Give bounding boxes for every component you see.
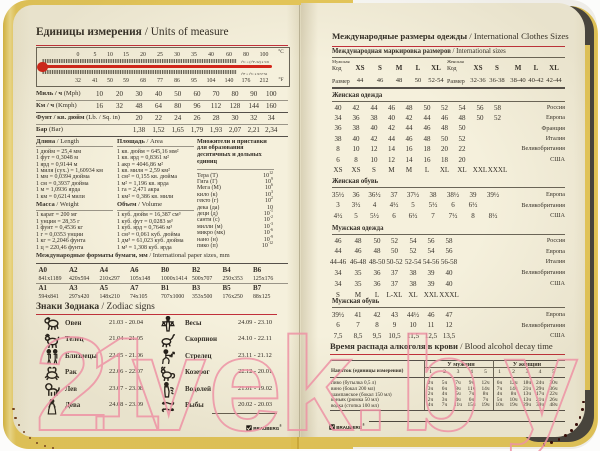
svg-text:b: b [399, 311, 480, 451]
svg-text:k: k [279, 311, 354, 451]
svg-text:.: . [352, 311, 389, 451]
svg-text:e: e [208, 311, 282, 451]
svg-text:y: y [504, 311, 578, 451]
svg-text:v: v [132, 311, 206, 451]
svg-text:2: 2 [35, 311, 109, 451]
svg-text:1: 1 [88, 311, 162, 451]
